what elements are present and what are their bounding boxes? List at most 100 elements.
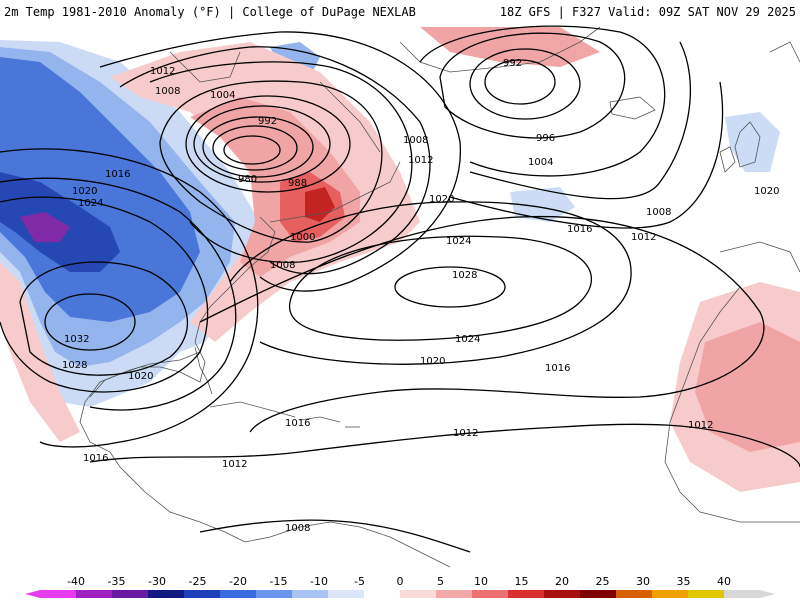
legend-tick-label: -5	[354, 575, 365, 588]
legend-tick-label: -35	[108, 575, 126, 588]
legend-tick-label: -40	[67, 575, 85, 588]
legend-tick-label: 0	[397, 575, 404, 588]
isobar-1020-cont	[0, 177, 237, 411]
legend-tick-label: -30	[148, 575, 166, 588]
isobar-1012-west	[99, 31, 461, 292]
isobar-label: 996	[536, 133, 555, 144]
legend-tick-label: 5	[437, 575, 444, 588]
legend-tick-label: 20	[555, 575, 569, 588]
isobar-label: 1024	[455, 334, 480, 345]
legend-swatch	[40, 590, 77, 598]
isobar-1004-east	[419, 25, 666, 177]
africa-coast	[664, 286, 800, 523]
isobar-label: 1012	[631, 232, 656, 243]
isobar-1012-south	[89, 423, 800, 468]
legend-tick-label: -25	[189, 575, 207, 588]
isobar-label: 1020	[72, 186, 97, 197]
isobar-label: 1012	[453, 428, 478, 439]
cuba	[209, 401, 296, 418]
isobar-1012-east	[449, 81, 724, 229]
isobar-label: 1008	[270, 260, 295, 271]
isobar-label: 1024	[446, 236, 471, 247]
isobar-label: 988	[288, 178, 307, 189]
isobar-label: 1004	[210, 90, 235, 101]
isobar-label: 992	[258, 116, 277, 127]
scandinavia	[769, 41, 800, 63]
isobar-greenland-1000	[439, 32, 626, 139]
british-isles	[734, 121, 761, 168]
isobar-label: 1008	[155, 86, 180, 97]
hudson-bay	[169, 51, 241, 83]
legend-tick-label: -10	[310, 575, 328, 588]
legend-tick-label: 30	[636, 575, 650, 588]
legend-swatch	[616, 590, 653, 598]
cold-anomaly-atlantic	[510, 187, 575, 222]
isobar-greenland-996	[469, 48, 581, 120]
legend-swatch	[184, 590, 221, 598]
isobar-1028	[394, 266, 506, 308]
hispaniola	[299, 416, 341, 423]
cold-anomaly-europe	[725, 112, 780, 172]
isobar-label: 1028	[452, 270, 477, 281]
legend-tick-label: -15	[270, 575, 288, 588]
legend-tick-labels: -40 -35 -30 -25 -20 -15 -10 -5 0 5 10 15 20 25 30 35 40	[67, 575, 731, 588]
warm-anomaly-mexico	[0, 262, 80, 442]
legend-tick-label: 10	[474, 575, 488, 588]
isobar-984	[212, 125, 298, 171]
isobar-labels: 1012 1008 1004 992 980 988 1016 1020 102…	[62, 58, 779, 534]
isobar-label: 1016	[83, 453, 108, 464]
legend-swatch	[652, 590, 689, 598]
legend-swatch	[544, 590, 581, 598]
isobar-992	[193, 105, 331, 183]
legend-swatch	[256, 590, 293, 598]
isobars	[0, 25, 800, 553]
legend-swatch	[580, 590, 617, 598]
isobar-996	[185, 95, 351, 193]
isobar-label: 1016	[567, 224, 592, 235]
isobar-label: 1016	[285, 418, 310, 429]
isobar-1004	[149, 61, 413, 263]
legend-swatch	[76, 590, 113, 598]
isobar-label: 1000	[290, 232, 315, 243]
legend-swatch	[364, 590, 401, 598]
coastlines	[79, 26, 800, 568]
isobar-label: 1024	[78, 198, 103, 209]
gulf-coast	[89, 351, 201, 398]
legend-swatch	[724, 590, 761, 598]
isobar-1008-east	[469, 41, 691, 200]
isobar-label: 1020	[429, 194, 454, 205]
header-bar: 2m Temp 1981-2010 Anomaly (°F) | College…	[0, 0, 800, 22]
isobar-label: 1016	[105, 169, 130, 180]
isobar-1008-south	[199, 519, 471, 553]
legend-swatch	[328, 590, 365, 598]
isobar-greenland-992	[484, 59, 556, 105]
labrador	[319, 81, 381, 153]
isobar-1020-high	[229, 201, 632, 365]
warm-anomaly-strong	[305, 187, 335, 222]
legend-swatch	[148, 590, 185, 598]
legend-swatch	[112, 590, 149, 598]
isobar-label: 1028	[62, 360, 87, 371]
isobar-label: 1012	[222, 459, 247, 470]
isobar-label: 1008	[285, 523, 310, 534]
isobar-label: 1016	[545, 363, 570, 374]
isobar-label: 992	[503, 58, 522, 69]
legend-swatch	[508, 590, 545, 598]
legend-arrow-left	[25, 590, 40, 598]
isobar-label: 1020	[754, 186, 779, 197]
isobar-label: 1012	[408, 155, 433, 166]
legend-swatch	[220, 590, 257, 598]
iceland	[609, 96, 656, 120]
isobar-label: 1020	[420, 356, 445, 367]
warm-anomaly-africa-core	[695, 322, 800, 452]
isobar-label: 1008	[403, 135, 428, 146]
isobar-1024	[288, 235, 592, 341]
isobar-1028-cont	[19, 261, 189, 376]
legend-swatch	[472, 590, 509, 598]
isobar-label: 980	[238, 174, 257, 185]
central-america	[119, 466, 246, 543]
isobar-1008-west	[119, 46, 431, 275]
isobar-label: 1012	[688, 420, 713, 431]
map-title: 2m Temp 1981-2010 Anomaly (°F) | College…	[4, 5, 416, 19]
nova-scotia	[269, 161, 401, 223]
